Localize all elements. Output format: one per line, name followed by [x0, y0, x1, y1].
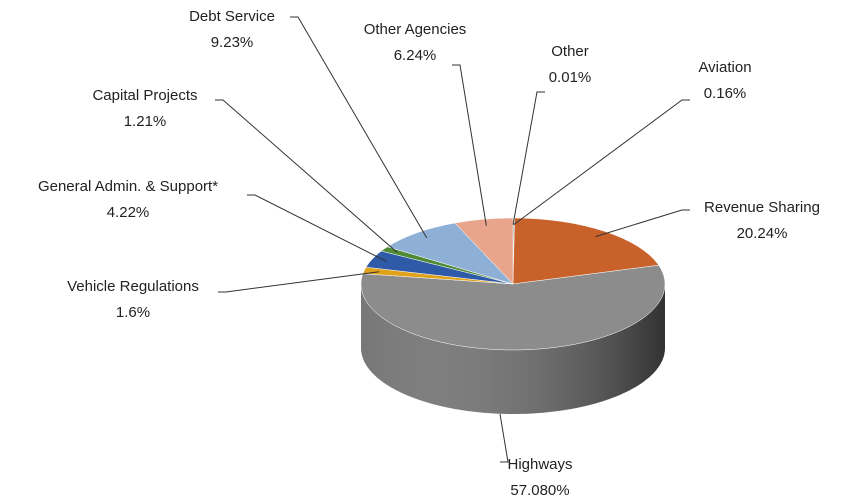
- category-label: Capital Projects: [92, 87, 197, 104]
- value-label: 0.01%: [549, 69, 592, 86]
- slice: [454, 217, 514, 285]
- category-label: Debt Service: [189, 8, 275, 25]
- category-label: Other: [551, 43, 589, 60]
- value-label: 9.23%: [211, 34, 254, 51]
- leader-line: [290, 16, 428, 239]
- category-label: Aviation: [698, 59, 751, 76]
- value-label: 57.080%: [510, 482, 569, 499]
- slice: [512, 217, 660, 285]
- category-label: Vehicle Regulations: [67, 278, 199, 295]
- leader-line: [452, 64, 487, 226]
- value-label: 1.21%: [124, 113, 167, 130]
- leader-line: [247, 194, 387, 262]
- value-label: 1.6%: [116, 304, 150, 321]
- slice: [360, 264, 666, 351]
- category-label: Highways: [507, 456, 572, 473]
- value-label: 0.16%: [704, 85, 747, 102]
- value-label: 20.24%: [737, 225, 788, 242]
- leader-line: [513, 99, 690, 226]
- value-label: 6.24%: [394, 47, 437, 64]
- value-label: 4.22%: [107, 204, 150, 221]
- category-label: Other Agencies: [364, 21, 467, 38]
- category-label: Revenue Sharing: [704, 199, 820, 216]
- leader-line: [499, 413, 509, 463]
- slice: [386, 222, 514, 285]
- leader-line: [595, 209, 690, 238]
- category-label: General Admin. & Support*: [38, 178, 218, 195]
- leader-line: [218, 271, 380, 293]
- leader-line: [215, 99, 398, 253]
- leader-line: [512, 91, 545, 225]
- slice-side-shade: [361, 284, 665, 414]
